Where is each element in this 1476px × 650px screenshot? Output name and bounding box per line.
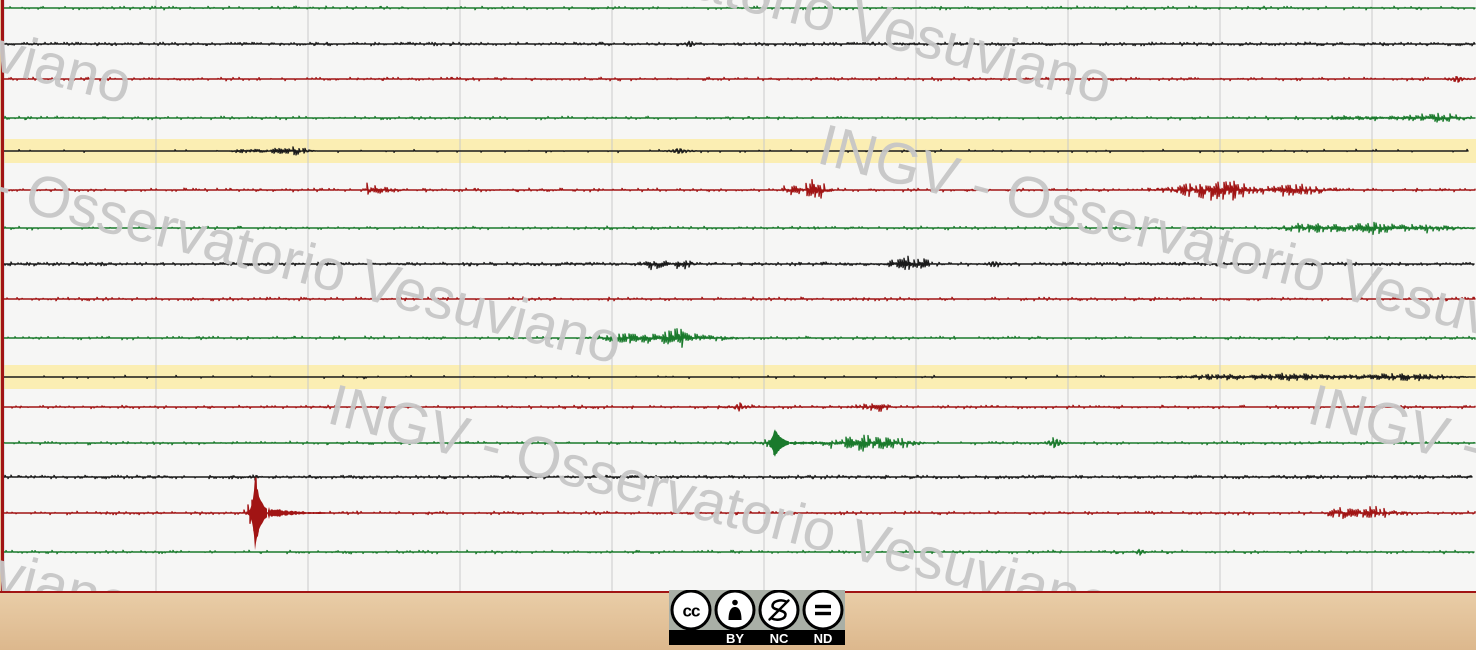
svg-text:BY: BY [726, 631, 744, 645]
svg-text:ND: ND [814, 631, 833, 645]
svg-text:NC: NC [770, 631, 789, 645]
svg-text:cc: cc [683, 602, 700, 621]
